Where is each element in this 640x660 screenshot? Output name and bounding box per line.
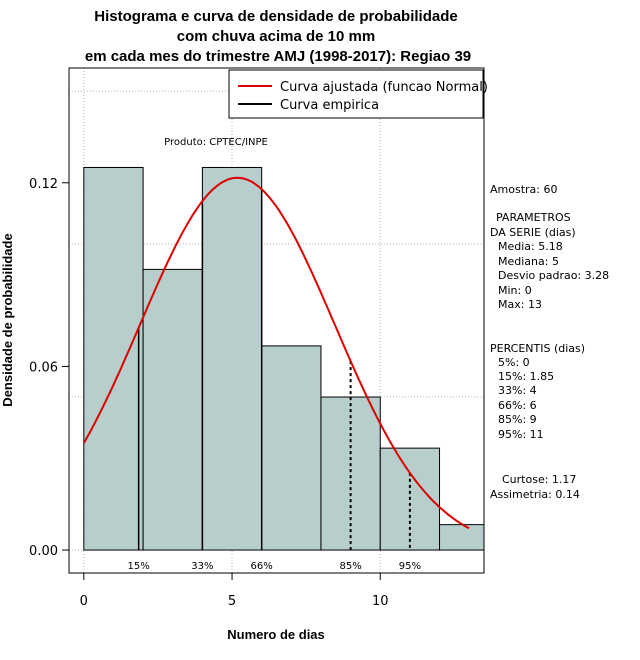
percentile-label-66: 66% [251, 561, 273, 572]
y-axis: 0.00 0.06 0.12 [29, 177, 70, 559]
percentile-label-33: 33% [191, 561, 213, 572]
legend-label-normal: Curva ajustada (funcao Normal) [280, 80, 488, 95]
params-title-2: DA SERIE (dias) [490, 226, 576, 239]
param-media: Media: 5.18 [498, 240, 563, 253]
percentile-66: 66%: 6 [498, 399, 537, 412]
y-axis-label: Densidade de probabilidade [0, 233, 15, 406]
histogram-bar-4 [320, 396, 381, 551]
normal-curve [82, 176, 470, 530]
percentile-85: 85%: 9 [498, 413, 537, 426]
percentiles-title: PERCENTIS (dias) [490, 342, 585, 355]
histogram-bar-1 [142, 268, 203, 551]
skewness: Assimetria: 0.14 [490, 488, 580, 501]
percentile-15: 15%: 1.85 [498, 370, 554, 383]
histogram-bar-3 [261, 345, 322, 551]
chart-title-line-2: com chuva acima de 10 mm [177, 28, 375, 45]
param-mediana: Mediana: 5 [498, 255, 559, 268]
y-tick-label-1: 0.06 [29, 360, 58, 375]
percentile-5: 5%: 0 [498, 356, 530, 369]
percentile-lines: 15% 33% 66% 85% 95% [128, 189, 421, 572]
percentile-label-85: 85% [339, 561, 361, 572]
legend: Curva ajustada (funcao Normal) Curva emp… [228, 69, 488, 119]
percentile-label-95: 95% [399, 561, 421, 572]
params-title-1: PARAMETROS [496, 211, 571, 224]
product-annotation: Produto: CPTEC/INPE [164, 137, 268, 148]
sample-size: Amostra: 60 [490, 183, 557, 196]
histogram-bars [83, 166, 485, 551]
x-tick-label-0: 0 [80, 594, 88, 609]
percentile-33: 33%: 4 [498, 384, 537, 397]
normal-curve-group [82, 176, 470, 530]
percentile-95: 95%: 11 [498, 428, 544, 441]
legend-box [228, 69, 484, 119]
x-tick-label-2: 10 [372, 594, 389, 609]
percentile-label-15: 15% [128, 561, 150, 572]
histogram-bar-6 [439, 524, 485, 551]
x-axis: 0 5 10 [80, 572, 389, 609]
legend-label-empirical: Curva empirica [280, 98, 379, 113]
y-tick-label-2: 0.12 [29, 177, 58, 192]
chart-title-line-3: em cada mes do trimestre AMJ (1998-2017)… [85, 48, 471, 65]
param-min: Min: 0 [498, 284, 532, 297]
kurtosis: Curtose: 1.17 [502, 473, 576, 486]
x-axis-label: Numero de dias [227, 627, 325, 642]
y-tick-label-0: 0.00 [29, 544, 58, 559]
chart-title-line-1: Histograma e curva de densidade de proba… [94, 8, 457, 25]
param-desvio: Desvio padrao: 3.28 [498, 269, 609, 282]
histogram-bar-0 [83, 166, 144, 551]
x-tick-label-1: 5 [228, 594, 236, 609]
histogram-bar-2 [201, 166, 263, 551]
side-panel: Amostra: 60 PARAMETROS DA SERIE (dias) M… [490, 183, 609, 501]
param-max: Max: 13 [498, 298, 542, 311]
